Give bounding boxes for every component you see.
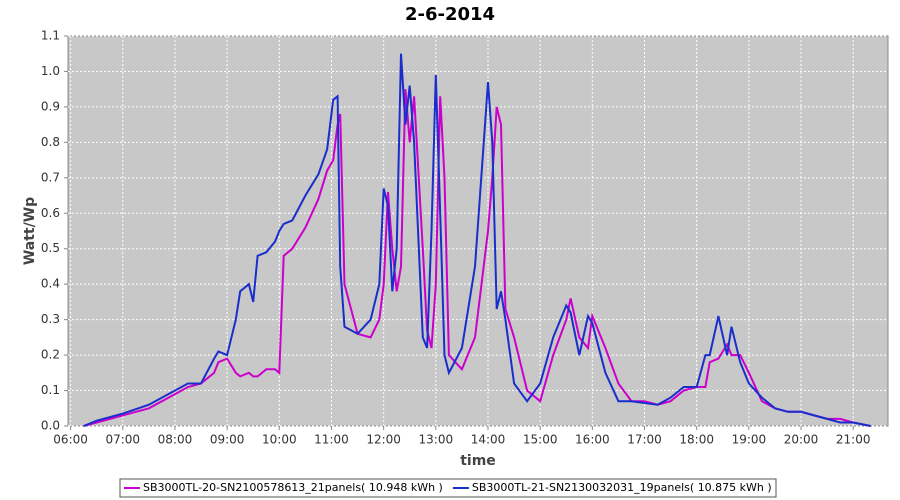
x-tick-label: 09:00 xyxy=(210,433,245,447)
x-tick-label: 15:00 xyxy=(523,433,558,447)
series-line xyxy=(83,89,871,427)
y-tick-label: 0.5 xyxy=(41,241,60,255)
x-tick-label: 21:00 xyxy=(836,433,871,447)
legend-label: SB3000TL-21-SN2130032031_19panels( 10.87… xyxy=(472,481,772,494)
y-tick-label: 0.3 xyxy=(41,312,60,326)
y-tick-label: 0.2 xyxy=(41,348,60,362)
series-line xyxy=(83,53,871,427)
x-tick-label: 12:00 xyxy=(366,433,401,447)
y-tick-label: 1.0 xyxy=(41,64,60,78)
x-tick-label: 20:00 xyxy=(784,433,819,447)
x-tick-label: 10:00 xyxy=(262,433,297,447)
x-tick-label: 13:00 xyxy=(419,433,454,447)
chart-title: 2-6-2014 xyxy=(405,4,495,25)
x-tick-label: 19:00 xyxy=(732,433,767,447)
x-tick-label: 14:00 xyxy=(471,433,506,447)
y-axis-label: Watt/Wp xyxy=(22,197,38,265)
y-tick-label: 1.1 xyxy=(41,29,60,43)
y-tick-label: 0.7 xyxy=(41,170,60,184)
x-tick-label: 08:00 xyxy=(158,433,193,447)
y-tick-label: 0.1 xyxy=(41,383,60,397)
y-tick-label: 0.4 xyxy=(41,277,60,291)
y-tick-label: 0.6 xyxy=(41,206,60,220)
x-tick-label: 11:00 xyxy=(314,433,349,447)
x-tick-label: 17:00 xyxy=(627,433,662,447)
x-tick-label: 16:00 xyxy=(575,433,610,447)
x-tick-label: 06:00 xyxy=(53,433,88,447)
y-tick-label: 0.0 xyxy=(41,419,60,433)
legend-label: SB3000TL-20-SN2100578613_21panels( 10.94… xyxy=(143,481,443,494)
legend xyxy=(119,478,777,498)
x-axis-label: time xyxy=(460,453,496,469)
y-tick-label: 0.8 xyxy=(41,135,60,149)
y-tick-label: 0.9 xyxy=(41,99,60,113)
x-tick-label: 18:00 xyxy=(679,433,714,447)
x-tick-label: 07:00 xyxy=(105,433,140,447)
